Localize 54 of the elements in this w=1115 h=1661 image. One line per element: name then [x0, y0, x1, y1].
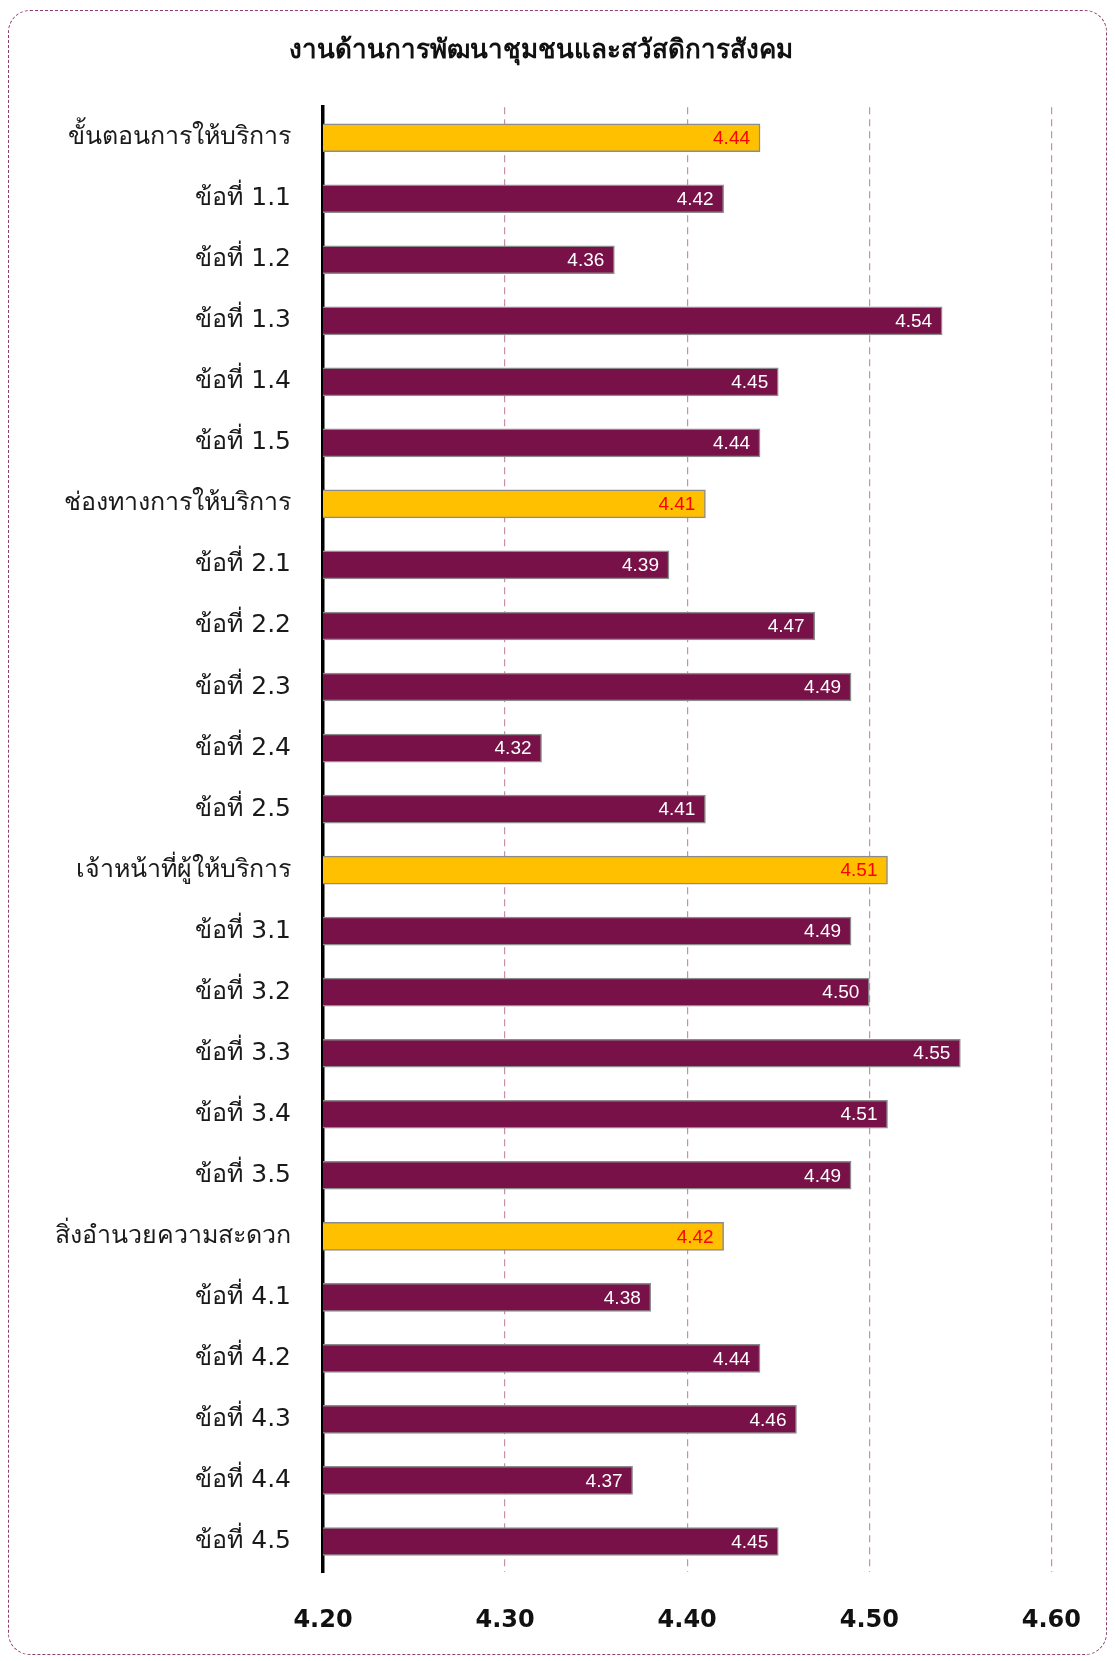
x-tick-label: 4.50	[839, 1604, 899, 1633]
y-tick-label: เจ้าหน้าที่ผู้ให้บริการ	[76, 850, 291, 884]
data-label: 4.45	[731, 371, 769, 393]
x-tick-label: 4.40	[657, 1604, 717, 1633]
y-tick-label: ข้อที่ 1.1	[195, 179, 291, 212]
data-label: 4.55	[913, 1042, 951, 1064]
data-label: 4.32	[494, 737, 532, 759]
data-label: 4.44	[713, 126, 751, 148]
y-tick-label: ข้อที่ 3.4	[195, 1094, 291, 1127]
data-label: 4.44	[713, 1347, 751, 1369]
data-label: 4.45	[731, 1530, 769, 1552]
y-tick-label: ข้อที่ 3.3	[195, 1033, 291, 1066]
data-label: 4.49	[804, 920, 842, 942]
y-tick-label: ข้อที่ 4.5	[195, 1521, 291, 1554]
y-tick-label: ข้อที่ 4.4	[195, 1460, 291, 1493]
y-tick-label: ข้อที่ 2.5	[195, 789, 291, 822]
data-label: 4.46	[749, 1408, 787, 1430]
y-tick-label: ข้อที่ 1.3	[195, 301, 291, 334]
y-tick-label: ข้อที่ 4.1	[195, 1277, 291, 1310]
data-label: 4.49	[804, 676, 842, 698]
data-label: 4.36	[567, 249, 605, 271]
data-label: 4.49	[804, 1164, 842, 1186]
y-tick-label: ข้อที่ 3.2	[195, 972, 291, 1005]
data-label: 4.42	[676, 187, 714, 209]
y-tick-label: ข้อที่ 2.1	[195, 545, 291, 578]
data-label: 4.38	[603, 1286, 641, 1308]
y-tick-label: ข้อที่ 3.5	[195, 1155, 291, 1188]
y-tick-label: ข้อที่ 4.2	[195, 1338, 291, 1371]
data-label: 4.47	[767, 615, 805, 637]
y-tick-label: ข้อที่ 4.3	[195, 1399, 291, 1432]
y-tick-label: ข้อที่ 2.2	[195, 606, 291, 639]
y-tick-label: ข้อที่ 3.1	[195, 911, 291, 944]
y-tick-label: ขั้นตอนการให้บริการ	[68, 117, 291, 151]
y-tick-label: ข้อที่ 1.4	[195, 362, 291, 395]
y-tick-label: ข้อที่ 1.5	[195, 423, 291, 456]
y-tick-label: ข้อที่ 1.2	[195, 240, 291, 273]
data-label: 4.39	[622, 554, 659, 576]
data-label: 4.51	[840, 1103, 878, 1125]
x-tick-label: 4.60	[1021, 1604, 1081, 1633]
y-tick-label: ช่องทางการให้บริการ	[64, 487, 291, 517]
data-label: 4.41	[658, 493, 696, 515]
y-tick-label: ข้อที่ 2.3	[195, 667, 291, 700]
data-label: 4.41	[658, 798, 696, 820]
y-tick-label: ข้อที่ 2.4	[195, 728, 291, 761]
chart-title: งานด้านการพัฒนาชุมชนและสวัสดิการสังคม	[289, 34, 793, 67]
data-label: 4.50	[822, 981, 860, 1003]
x-tick-label: 4.30	[475, 1604, 535, 1633]
data-label: 4.44	[713, 432, 751, 454]
data-label: 4.54	[895, 310, 933, 332]
x-tick-label: 4.20	[293, 1604, 353, 1633]
data-label: 4.42	[676, 1225, 714, 1247]
y-tick-label: สิ่งอำนวยความสะดวก	[55, 1216, 291, 1249]
data-label: 4.51	[840, 859, 878, 881]
data-label: 4.37	[585, 1469, 623, 1491]
